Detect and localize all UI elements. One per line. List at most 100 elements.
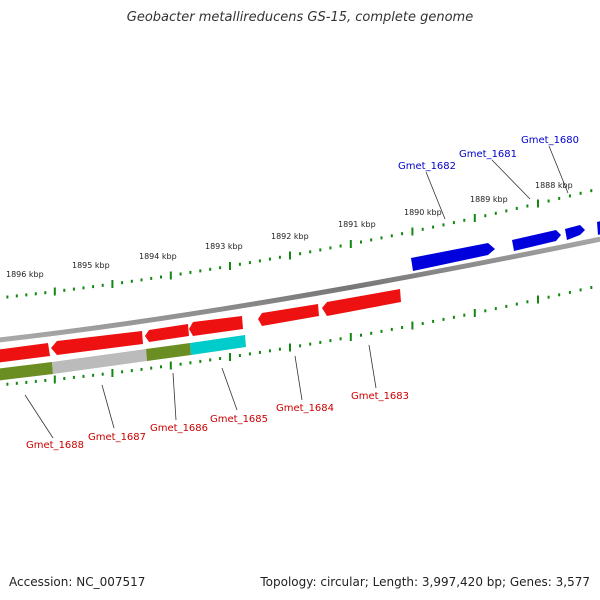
inner-minor-tick	[463, 313, 466, 317]
inner-minor-tick	[92, 373, 95, 377]
inner-minor-tick	[258, 350, 261, 354]
outer-minor-tick	[370, 238, 373, 242]
inner-minor-tick	[248, 352, 251, 356]
inner-minor-tick	[160, 365, 162, 369]
inner-minor-tick	[339, 337, 342, 341]
outer-minor-tick	[558, 196, 561, 200]
inner-minor-tick	[219, 357, 222, 360]
gene-label-gmet-1684[interactable]: Gmet_1684	[276, 403, 334, 414]
gene-arrow-gmet-1681[interactable]	[512, 230, 561, 251]
outer-tick-track	[6, 189, 593, 299]
inner-major-tick	[537, 295, 539, 304]
inner-minor-tick	[34, 379, 37, 383]
inner-minor-tick	[370, 331, 373, 335]
outer-minor-tick	[25, 293, 28, 297]
gene-label-gmet-1681[interactable]: Gmet_1681	[459, 149, 517, 160]
outer-minor-tick	[505, 209, 508, 213]
inner-minor-tick	[505, 304, 508, 308]
inner-minor-tick	[329, 339, 332, 343]
outer-major-tick	[473, 214, 476, 222]
inner-major-tick	[473, 309, 476, 317]
outer-minor-tick	[44, 291, 47, 295]
outer-minor-tick	[6, 295, 9, 299]
gene-arrow-gmet-1685[interactable]	[189, 316, 243, 336]
gene-label-gmet-1680[interactable]: Gmet_1680	[521, 135, 579, 146]
outer-minor-tick	[339, 244, 342, 248]
gene-arrow-edge[interactable]	[597, 220, 600, 235]
inner-major-tick	[289, 343, 291, 352]
gene-arrow-gmet-1686[interactable]	[145, 324, 189, 342]
inner-minor-tick	[319, 340, 322, 344]
inner-minor-tick	[309, 342, 312, 346]
inner-minor-tick	[130, 369, 133, 373]
outer-minor-tick	[15, 294, 18, 298]
outer-minor-tick	[150, 276, 153, 280]
outer-minor-tick	[278, 255, 281, 259]
outer-minor-tick	[442, 223, 445, 227]
leader-line-gmet-1684	[294, 355, 303, 401]
leader-line-gmet-1683	[368, 344, 377, 389]
outer-major-tick	[169, 271, 172, 280]
outer-minor-tick	[101, 283, 104, 287]
gene-arrow-gmet-1688[interactable]	[0, 343, 50, 363]
leader-line-gmet-1681	[491, 159, 531, 200]
outer-minor-tick	[329, 246, 332, 250]
genome-backbone	[0, 236, 600, 343]
inner-minor-tick	[299, 344, 302, 348]
kbp-label-1893: 1893 kbp	[205, 242, 243, 251]
gene-label-gmet-1687[interactable]: Gmet_1687	[88, 432, 146, 443]
inner-minor-tick	[278, 347, 281, 351]
gene-label-gmet-1682[interactable]: Gmet_1682	[398, 161, 456, 172]
gene-label-gmet-1685[interactable]: Gmet_1685	[210, 414, 268, 425]
outer-minor-tick	[309, 250, 312, 254]
inner-minor-tick	[526, 300, 529, 304]
outer-major-tick	[111, 280, 114, 288]
outer-minor-tick	[160, 275, 162, 279]
kbp-labels: 1888 kbp 1889 kbp 1890 kbp 1891 kbp 1892…	[6, 181, 573, 279]
outer-minor-tick	[484, 214, 487, 218]
outer-minor-tick	[268, 257, 271, 261]
inner-major-tick	[53, 375, 56, 384]
gene-label-gmet-1683[interactable]: Gmet_1683	[351, 391, 409, 402]
outer-minor-tick	[390, 234, 393, 238]
outer-major-tick	[411, 227, 414, 236]
kbp-label-1895: 1895 kbp	[72, 261, 110, 270]
outer-major-tick	[53, 287, 56, 296]
outer-minor-tick	[189, 270, 192, 274]
gene-arrow-gmet-1682[interactable]	[411, 243, 495, 271]
gene-label-gmet-1686[interactable]: Gmet_1686	[150, 423, 208, 434]
gene-arrow-gmet-1684[interactable]	[258, 304, 319, 326]
inner-minor-tick	[44, 379, 47, 382]
inner-minor-tick	[421, 322, 424, 325]
gene-arrow-gmet-1680[interactable]	[565, 225, 585, 240]
outer-minor-tick	[319, 248, 322, 252]
inner-minor-tick	[25, 380, 28, 384]
outer-minor-tick	[515, 206, 518, 210]
outer-minor-tick	[34, 292, 37, 296]
inner-minor-tick	[238, 354, 241, 357]
outer-minor-tick	[179, 272, 182, 276]
inner-minor-tick	[15, 381, 18, 385]
gene-label-gmet-1688[interactable]: Gmet_1688	[26, 440, 84, 451]
inner-minor-tick	[179, 362, 182, 366]
outer-minor-tick	[63, 288, 66, 292]
outer-minor-tick	[248, 261, 251, 265]
inner-minor-tick	[63, 377, 66, 380]
inner-minor-tick	[579, 288, 582, 292]
outer-minor-tick	[432, 225, 435, 229]
kbp-label-1890: 1890 kbp	[404, 208, 442, 217]
forward-genes	[411, 220, 600, 271]
outer-minor-tick	[92, 285, 95, 289]
outer-minor-tick	[140, 278, 143, 282]
gene-arrow-gmet-1687[interactable]	[51, 331, 143, 355]
outer-minor-tick	[219, 266, 222, 270]
outer-major-tick	[289, 251, 291, 260]
inner-minor-tick	[432, 319, 435, 323]
gene-arrow-gmet-1683[interactable]	[322, 289, 401, 316]
leader-line-gmet-1680	[548, 145, 569, 194]
leader-line-gmet-1682	[425, 171, 446, 220]
inner-minor-tick	[6, 382, 9, 386]
outer-minor-tick	[526, 204, 529, 208]
topology-text: Topology: circular; Length: 3,997,420 bp…	[260, 575, 590, 589]
outer-minor-tick	[258, 259, 261, 263]
